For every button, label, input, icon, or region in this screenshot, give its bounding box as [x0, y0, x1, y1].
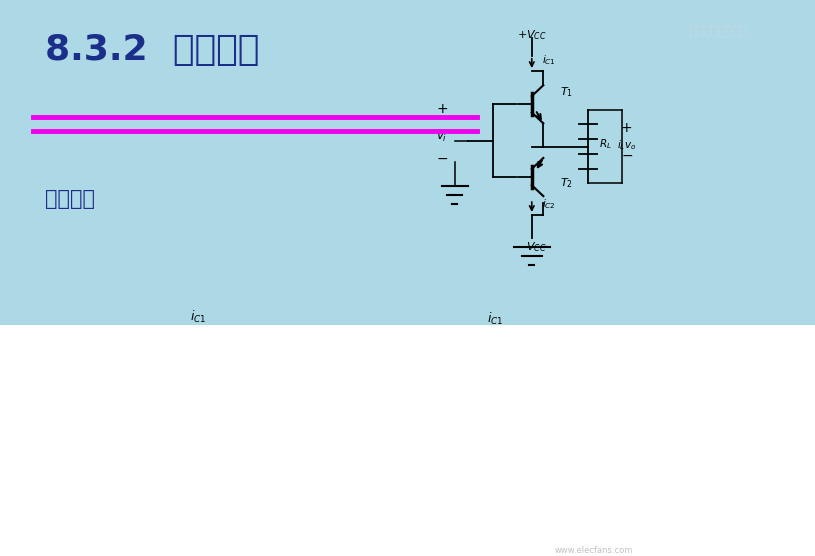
Text: Q: Q	[618, 456, 628, 469]
Text: O: O	[469, 466, 478, 479]
Text: O: O	[778, 466, 787, 479]
Text: $I_{cm1}$: $I_{cm1}$	[22, 411, 44, 426]
Text: $+V_{CC}$: $+V_{CC}$	[517, 28, 547, 42]
Text: $i_L v_o$: $i_L v_o$	[617, 138, 637, 152]
Text: $v_i$: $v_i$	[436, 131, 447, 144]
Text: 中科技大学电信系: 中科技大学电信系	[689, 25, 749, 38]
Text: $-$: $-$	[621, 148, 633, 162]
Text: www.elecfans.com: www.elecfans.com	[554, 546, 632, 555]
Text: 8.3.2  分析计算: 8.3.2 分析计算	[45, 33, 259, 67]
Text: $2V_{cem}$: $2V_{cem}$	[606, 526, 640, 541]
Text: $i_{C1}$: $i_{C1}$	[487, 310, 503, 326]
Text: +: +	[621, 121, 632, 135]
Text: $v_{CE1}$: $v_{CE1}$	[800, 456, 815, 470]
Text: $V_{CC}$: $V_{CC}$	[311, 475, 331, 488]
Text: $V_{CES}$: $V_{CES}$	[187, 475, 212, 488]
Text: A: A	[189, 357, 198, 370]
Text: $2I_{cm}$: $2I_{cm}$	[402, 448, 424, 462]
Text: $V_{CES}$: $V_{CES}$	[722, 466, 747, 480]
Text: 图解分析: 图解分析	[45, 189, 95, 209]
Text: B: B	[189, 454, 198, 467]
Text: O: O	[473, 466, 482, 479]
Text: $i_B$=常数: $i_B$=常数	[268, 403, 302, 419]
Text: $i_{C2}$: $i_{C2}$	[542, 197, 556, 211]
Text: $-V_{CC}$: $-V_{CC}$	[517, 241, 547, 255]
Text: B: B	[511, 436, 520, 449]
Text: $R_L$: $R_L$	[598, 137, 611, 151]
Text: +: +	[436, 102, 447, 116]
Text: $i_{C1}$: $i_{C1}$	[190, 309, 206, 325]
Text: $v_{CE1}$: $v_{CE1}$	[386, 464, 412, 477]
Text: $V_{cem}$: $V_{cem}$	[548, 499, 575, 514]
Text: Q: Q	[297, 475, 307, 488]
Text: O: O	[172, 473, 181, 486]
Text: $T_2$: $T_2$	[560, 176, 573, 190]
Text: $V_{CES}$: $V_{CES}$	[496, 466, 520, 480]
Text: $V_{cem1}$: $V_{cem1}$	[229, 522, 261, 537]
Text: $I_{cm}$: $I_{cm}$	[408, 385, 425, 400]
Text: $i_{C1}$: $i_{C1}$	[542, 53, 556, 67]
Text: $i_B$=常数: $i_B$=常数	[589, 389, 622, 405]
Text: $-$: $-$	[436, 151, 448, 165]
Text: $T_1$: $T_1$	[560, 85, 573, 99]
Text: A: A	[487, 333, 496, 346]
